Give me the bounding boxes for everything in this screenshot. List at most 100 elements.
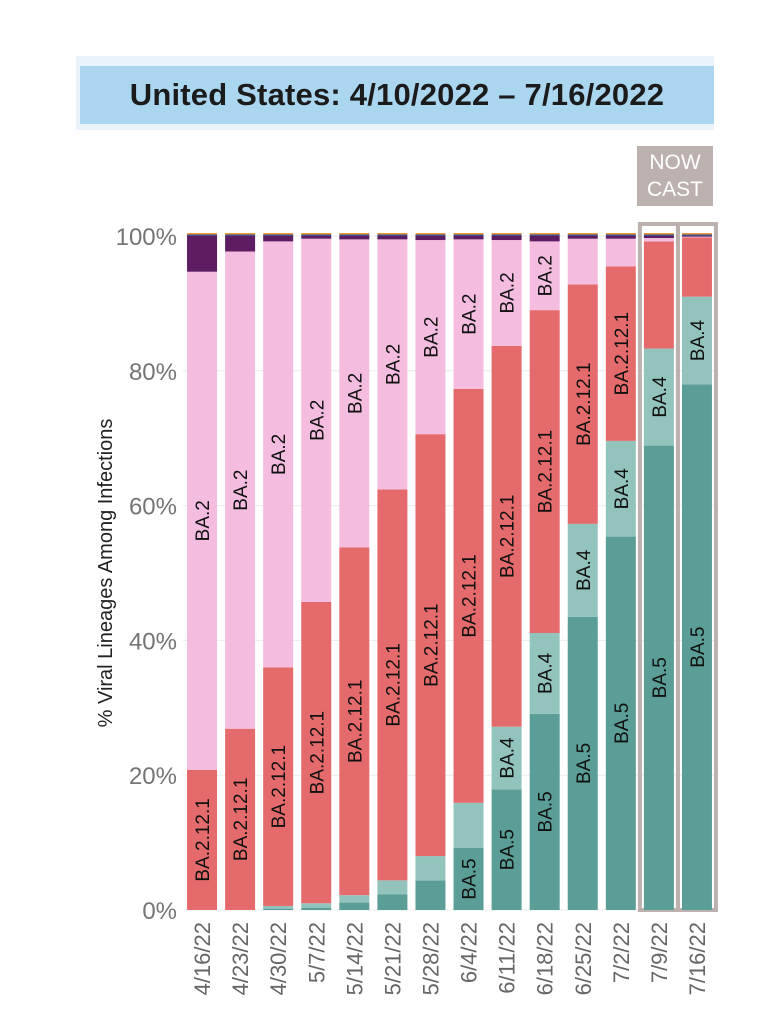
bar-segment (339, 895, 370, 903)
bar-segment (225, 728, 256, 910)
bar-cap (681, 234, 712, 236)
bar-label: BA.2 (193, 500, 214, 541)
bar-label: BA.2 (345, 373, 366, 414)
bar-segment (605, 236, 636, 239)
bar-segment (453, 236, 484, 240)
bar-cap (567, 234, 598, 236)
bar-segment (643, 445, 674, 910)
x-tick-label: 4/16/22 (190, 922, 215, 995)
bar-cap (263, 233, 294, 235)
bar-cap (605, 233, 636, 235)
y-axis-title: % Viral Lineages Among Infections (95, 419, 117, 728)
bar-segment (529, 241, 560, 311)
bar-segment (681, 237, 712, 297)
bar-segment (339, 902, 370, 910)
bar-segment (377, 489, 408, 881)
x-tick-label: 7/9/22 (647, 922, 672, 983)
y-tick-label: 60% (129, 494, 177, 521)
bar-label: BA.2 (307, 400, 328, 441)
bar-segment (263, 667, 294, 906)
bar-cap (567, 233, 598, 235)
bar-segment (529, 236, 560, 242)
bar-segment (263, 236, 294, 242)
bar-label: BA.2 (383, 344, 404, 385)
bar-label: BA.4 (498, 737, 519, 779)
bar-segment (681, 384, 712, 910)
bar-segment (187, 271, 218, 770)
bar-label: BA.5 (612, 703, 633, 744)
bar-segment (491, 726, 522, 790)
x-tick-label: 4/23/22 (228, 922, 253, 995)
bar-cap (263, 234, 294, 236)
bar-label: BA.2.12.1 (345, 680, 366, 763)
y-tick-label: 20% (129, 763, 177, 790)
bar-segment (263, 241, 294, 668)
bar-cap (187, 234, 218, 236)
bar-segment (453, 388, 484, 803)
bar-segment (681, 296, 712, 385)
bar-segment (529, 310, 560, 633)
bar-cap (643, 233, 674, 235)
bar-cap (377, 234, 408, 236)
bar-label: BA.2.12.1 (193, 798, 214, 881)
bar-segment (643, 236, 674, 239)
bar-label: BA.2.12.1 (269, 745, 290, 828)
bar-segment (415, 434, 446, 857)
bar-label: BA.2 (460, 294, 481, 335)
bar-segment (187, 769, 218, 910)
x-tick-label: 6/18/22 (533, 922, 558, 995)
nowcast-badge: NOW CAST (637, 146, 713, 206)
bar-label: BA.5 (688, 627, 709, 668)
bar-segment (681, 236, 712, 237)
bar-segment (491, 236, 522, 241)
bar-segment (415, 240, 446, 435)
bar-label: BA.2 (536, 255, 557, 296)
bar-label: BA.2.12.1 (231, 778, 252, 861)
bar-label: BA.4 (612, 468, 633, 510)
x-tick-label: 6/11/22 (495, 922, 520, 994)
bar-segment (263, 908, 294, 910)
bar-label: BA.2 (498, 272, 519, 313)
bar-cap (453, 234, 484, 236)
bar-label: BA.5 (574, 743, 595, 784)
bar-cap (225, 234, 256, 236)
bar-segment (225, 236, 256, 252)
bar-segment (643, 238, 674, 242)
bar-segment (377, 894, 408, 910)
bar-label: BA.4 (688, 319, 709, 361)
bar-cap (491, 233, 522, 235)
nowcast-label-line1: NOW (649, 151, 701, 174)
bar-segment (643, 241, 674, 349)
bar-label: BA.4 (650, 376, 671, 418)
title-bar: United States: 4/10/2022 – 7/16/2022 (80, 66, 714, 124)
bar-label: BA.2.12.1 (498, 495, 519, 578)
y-tick-label: 0% (142, 898, 177, 925)
bar-label: BA.2.12.1 (383, 643, 404, 726)
bar-segment (415, 856, 446, 881)
bar-segment (643, 348, 674, 446)
x-tick-label: 7/2/22 (609, 922, 634, 983)
bar-segment (377, 880, 408, 895)
bar-cap (529, 234, 560, 236)
bar-label: BA.2.12.1 (574, 362, 595, 445)
x-tick-label: 5/14/22 (342, 922, 367, 995)
x-tick-label: 5/28/22 (418, 922, 443, 995)
bar-segment (415, 236, 446, 241)
y-tick-label: 40% (129, 628, 177, 655)
bar-label: BA.2.12.1 (536, 430, 557, 513)
bar-segment (681, 236, 712, 238)
bar-segment (339, 239, 370, 548)
bar-cap (377, 233, 408, 235)
bar-label: BA.5 (498, 829, 519, 870)
bar-segment (377, 239, 408, 490)
bar-segment (453, 847, 484, 910)
bar-cap (643, 234, 674, 236)
bar-cap (453, 233, 484, 235)
x-tick-label: 6/25/22 (571, 922, 596, 995)
bar-segment (605, 440, 636, 537)
bar-segment (605, 238, 636, 267)
bar-segment (491, 240, 522, 346)
bar-segment (301, 903, 332, 908)
bar-label: BA.5 (650, 657, 671, 698)
bar-label: BA.4 (536, 652, 557, 694)
